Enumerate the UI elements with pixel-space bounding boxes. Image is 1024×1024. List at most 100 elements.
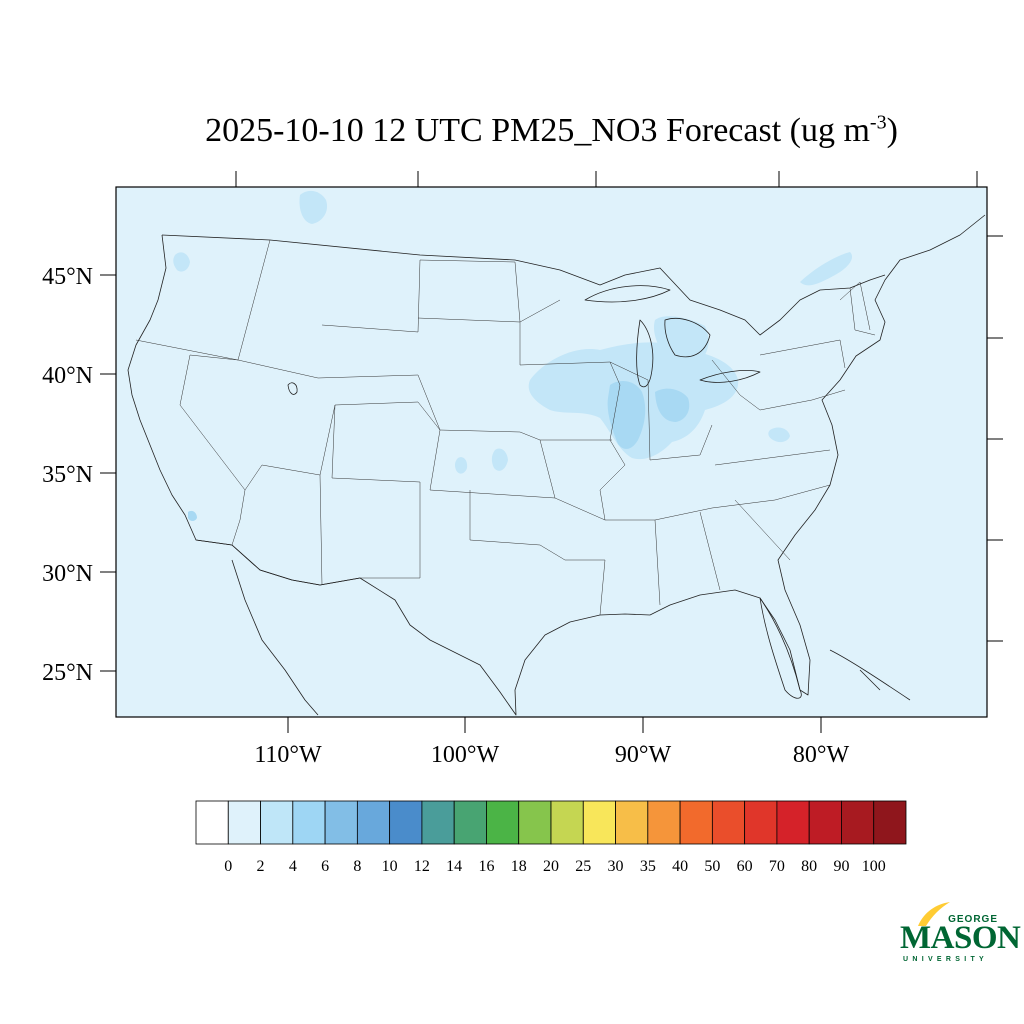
lon-label-110w: 110°W (254, 742, 322, 768)
colorbar-swatch (550, 800, 584, 845)
lon-labels: 110°W 100°W 90°W 80°W (254, 742, 849, 768)
patch-kansas (491, 448, 508, 471)
lat-label-45n: 45°N (42, 264, 93, 290)
colorbar-swatch (356, 800, 391, 845)
colorbar-swatch (486, 800, 520, 845)
colorbar-swatch (227, 800, 261, 845)
lat-label-30n: 30°N (42, 561, 93, 587)
colorbar-label: 90 (833, 858, 849, 875)
us-outline (127, 214, 986, 716)
colorbar-swatch (453, 800, 487, 845)
map-boundaries (127, 214, 986, 716)
patch-illinois (607, 380, 646, 449)
colorbar (195, 800, 907, 845)
lon-label-100w: 100°W (431, 742, 500, 768)
lat-label-25n: 25°N (42, 660, 93, 686)
map-panel (100, 171, 1003, 733)
colorbar-swatch (711, 800, 746, 845)
colorbar-label: 25 (575, 858, 591, 875)
colorbar-swatch (324, 800, 358, 845)
colorbar-label: 70 (769, 858, 785, 875)
lon-label-90w: 90°W (615, 742, 672, 768)
patch-kansas-west (454, 457, 468, 474)
colorbar-label: 8 (353, 858, 361, 875)
lake-erie (699, 370, 761, 383)
colorbar-swatch (389, 800, 423, 845)
colorbar-label: 30 (608, 858, 624, 875)
graticule-ticks (100, 171, 1003, 733)
patch-southern-california (188, 510, 197, 521)
colorbar-swatch (841, 800, 875, 845)
title-close: ) (886, 112, 898, 149)
lon-label-80w: 80°W (793, 742, 850, 768)
logo-university-text: UNIVERSITY (903, 956, 989, 963)
colorbar-swatch (518, 800, 552, 845)
lat-labels: 45°N 40°N 35°N 30°N 25°N (42, 264, 93, 686)
map-title: 2025-10-10 12 UTC PM25_NO3 Forecast (ug … (0, 112, 1024, 150)
colorbar-label: 16 (478, 858, 494, 875)
colorbar-label: 40 (672, 858, 688, 875)
state-line (519, 299, 713, 461)
concentration-patches-mid (188, 380, 690, 521)
patch-washington (173, 252, 190, 272)
colorbar-label: 0 (224, 858, 232, 875)
state-line (417, 401, 606, 616)
lake-huron (664, 318, 711, 358)
colorbar-label: 80 (801, 858, 817, 875)
colorbar-swatch (808, 800, 842, 845)
colorbar-label: 50 (704, 858, 720, 875)
colorbar-swatch (582, 800, 616, 845)
colorbar-label: 2 (257, 858, 265, 875)
state-borders (135, 239, 876, 616)
colorbar-swatch (195, 800, 229, 845)
colorbar-label: 12 (414, 858, 430, 875)
colorbar-swatch (679, 800, 713, 845)
title-superscript: -3 (869, 111, 887, 134)
colorbar-swatch (292, 800, 326, 845)
colorbar-swatch (647, 800, 681, 845)
george-mason-logo: GEORGE MASON UNIVERSITY (898, 898, 1021, 968)
great-salt-lake (287, 382, 298, 395)
canada-border (161, 234, 886, 336)
colorbar-swatch (873, 800, 907, 845)
state-line (231, 404, 421, 586)
lake-michigan (636, 319, 654, 388)
lat-label-40n: 40°N (42, 363, 93, 389)
state-line (654, 449, 831, 606)
colorbar-label: 14 (446, 858, 462, 875)
map-border (115, 186, 988, 718)
lat-label-35n: 35°N (42, 462, 93, 488)
map-background (116, 187, 987, 717)
florida (759, 597, 802, 699)
colorbar-swatch (776, 800, 810, 845)
title-text: 2025-10-10 12 UTC PM25_NO3 Forecast (ug … (205, 112, 870, 149)
colorbar-labels: 0 2 4 6 8 10 12 14 16 18 20 25 30 35 40 50 60 70 80 90 100 (224, 858, 885, 875)
baja-california (231, 559, 319, 716)
colorbar-label: 18 (511, 858, 527, 875)
colorbar-swatch (744, 800, 778, 845)
logo-mason-text: MASON (900, 920, 1021, 956)
colorbar-label: 35 (640, 858, 656, 875)
state-line (321, 259, 521, 333)
cuba-islands (829, 649, 911, 701)
patch-indiana (655, 388, 690, 422)
colorbar-label: 60 (737, 858, 753, 875)
colorbar-label: 6 (321, 858, 329, 875)
state-line (711, 339, 846, 411)
colorbar-label: 10 (382, 858, 398, 875)
patch-northeast (800, 252, 853, 286)
logo-swoosh (918, 902, 950, 926)
mexico-border (195, 539, 361, 586)
colorbar-label: 100 (862, 858, 886, 875)
patch-virginia (768, 427, 790, 443)
state-line (839, 281, 876, 336)
logo-george-text: GEORGE (948, 914, 998, 925)
colorbar-label: 20 (543, 858, 559, 875)
logo-swoosh-shape (918, 902, 950, 926)
colorbar-label: 4 (289, 858, 297, 875)
patch-montana (299, 190, 328, 224)
colorbar-swatch (260, 800, 294, 845)
colorbar-swatch (615, 800, 649, 845)
lake-superior (584, 285, 671, 303)
